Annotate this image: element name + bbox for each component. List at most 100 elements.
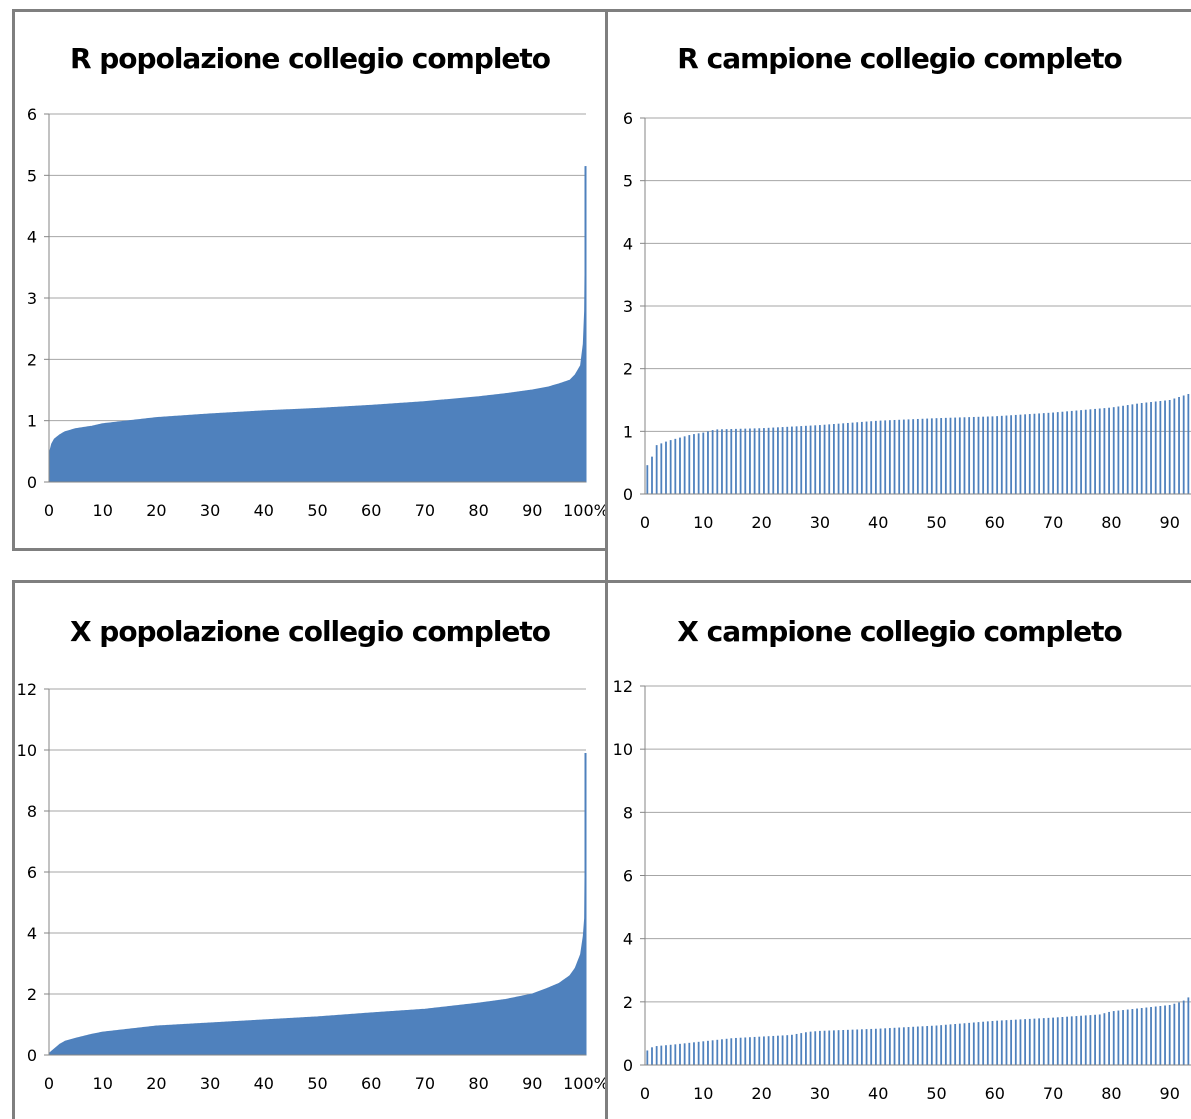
- bar: [702, 1041, 705, 1065]
- bar: [772, 1035, 775, 1065]
- bar: [888, 1028, 891, 1065]
- bar: [1112, 407, 1115, 494]
- bar: [968, 1022, 971, 1065]
- bar: [651, 456, 653, 494]
- bar: [949, 417, 952, 494]
- bar: [1066, 411, 1068, 494]
- bar: [1182, 1000, 1185, 1065]
- bar: [716, 1039, 719, 1065]
- bar: [996, 1020, 999, 1065]
- bar: [674, 438, 677, 494]
- x-tick-label: 60: [361, 1074, 381, 1093]
- x-tick-label: 60: [985, 513, 1005, 532]
- bar: [1131, 404, 1134, 494]
- x-tick-label: 20: [751, 513, 771, 532]
- bar: [916, 1026, 919, 1065]
- y-tick-label: 6: [623, 867, 633, 886]
- bar: [744, 1037, 747, 1065]
- bar: [1122, 1010, 1124, 1065]
- bar: [753, 1036, 756, 1065]
- bar: [1038, 1018, 1041, 1065]
- bar: [725, 1038, 728, 1065]
- chart-title: R popolazione collegio completo: [69, 42, 551, 75]
- bar: [930, 1025, 933, 1065]
- bar: [958, 417, 961, 494]
- bar: [986, 416, 989, 494]
- y-tick-label: 4: [623, 234, 633, 253]
- bar: [837, 1030, 840, 1065]
- bar: [972, 1022, 975, 1065]
- bar: [1154, 1006, 1157, 1065]
- bar: [707, 1040, 709, 1065]
- bar: [819, 1030, 821, 1065]
- x-tick-label: 30: [200, 501, 220, 520]
- bar: [1005, 1020, 1008, 1065]
- bar: [1103, 408, 1106, 494]
- bar: [856, 422, 859, 494]
- bar: [688, 1042, 691, 1065]
- x-tick-label: 100%: [563, 501, 605, 520]
- bar: [972, 416, 975, 494]
- x-tick-label: 80: [468, 501, 488, 520]
- bar: [1108, 407, 1110, 494]
- bar: [809, 1031, 812, 1065]
- y-tick-label: 6: [27, 105, 37, 124]
- bar: [763, 1036, 765, 1065]
- bar: [795, 426, 798, 494]
- x-tick-label: 30: [810, 1084, 830, 1103]
- bar: [944, 1024, 947, 1065]
- bar: [846, 1029, 849, 1065]
- bar: [814, 1031, 817, 1065]
- bar: [697, 433, 700, 494]
- bar: [679, 437, 681, 494]
- bar: [926, 418, 929, 494]
- bar: [786, 1035, 789, 1065]
- x-tick-label: 0: [640, 513, 650, 532]
- bar: [795, 1033, 798, 1065]
- bar: [814, 425, 817, 494]
- frame-line-left-bottom: [12, 580, 15, 1119]
- x-tick-label: 50: [926, 1084, 946, 1103]
- bar: [916, 418, 919, 494]
- bar: [1140, 1008, 1143, 1065]
- bar: [926, 1026, 929, 1065]
- bar: [767, 427, 770, 494]
- y-tick-label: 0: [623, 485, 633, 504]
- bar: [940, 1025, 943, 1065]
- bar: [991, 1020, 994, 1065]
- bar: [1075, 410, 1078, 494]
- y-tick-label: 0: [623, 1056, 633, 1075]
- bar: [693, 1042, 695, 1065]
- bar: [660, 443, 663, 494]
- bar: [660, 1045, 663, 1065]
- x-tick-label: 80: [1101, 1084, 1121, 1103]
- bar: [902, 419, 905, 494]
- bar: [1066, 1016, 1068, 1065]
- x-tick-label: 10: [693, 1084, 713, 1103]
- bar: [898, 419, 901, 494]
- series-area: [48, 753, 587, 1056]
- bar: [1187, 997, 1190, 1065]
- bar: [893, 1027, 896, 1065]
- x-tick-label: 20: [146, 1074, 166, 1093]
- bar: [958, 1023, 961, 1065]
- y-tick-label: 8: [27, 802, 37, 821]
- y-tick-label: 2: [27, 985, 37, 1004]
- bar: [753, 428, 756, 494]
- bar: [730, 429, 733, 494]
- bar: [758, 428, 761, 494]
- bar: [679, 1043, 681, 1065]
- y-tick-label: 0: [27, 1046, 37, 1065]
- bar: [996, 416, 999, 494]
- bar: [1000, 1020, 1003, 1065]
- bar: [1094, 408, 1096, 494]
- x-tick-label: 10: [93, 501, 113, 520]
- y-tick-label: 6: [623, 109, 633, 128]
- bar: [772, 427, 775, 494]
- chart-panel-x-population: X popolazione collegio completo 0 2 4 6 8 10 1…: [15, 583, 605, 1119]
- bar: [749, 1037, 751, 1065]
- bar: [912, 419, 915, 494]
- y-tick-label: 5: [623, 172, 633, 191]
- bar: [1182, 395, 1185, 494]
